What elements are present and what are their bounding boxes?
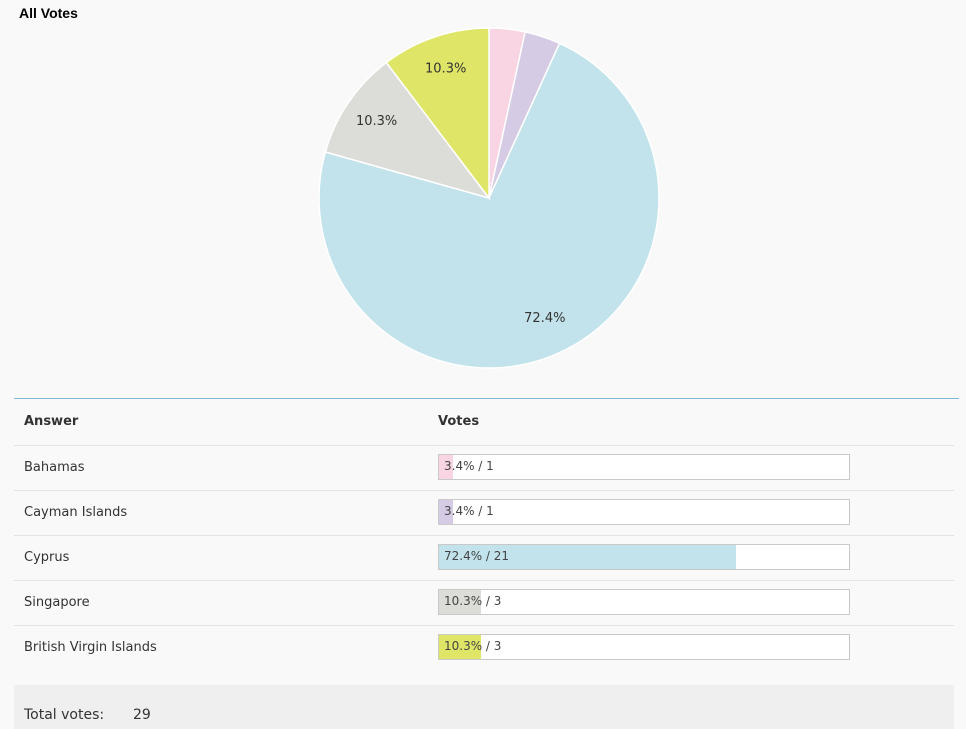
- pie-slice-cyprus: [318, 42, 660, 369]
- answer-label: Singapore: [24, 595, 90, 610]
- pie-slice-british-virgin-islands: [385, 27, 490, 201]
- results-table: Answer Votes Bahamas 3.4% / 1 Cayman Isl…: [14, 400, 954, 670]
- answer-column-header: Answer: [24, 414, 79, 429]
- vote-bar: 3.4% / 1: [438, 499, 850, 525]
- pie-slice-singapore: [324, 61, 491, 200]
- table-row: Cyprus 72.4% / 21: [14, 535, 954, 580]
- table-row: Singapore 10.3% / 3: [14, 580, 954, 625]
- vote-bar-fill: [439, 455, 453, 479]
- divider: [14, 398, 959, 399]
- vote-bar: 3.4% / 1: [438, 454, 850, 480]
- votes-column-header: Votes: [438, 414, 480, 429]
- vote-bar: 10.3% / 3: [438, 589, 850, 615]
- answer-label: Cyprus: [24, 550, 70, 565]
- table-header: Answer Votes: [14, 400, 954, 445]
- vote-bar-label: 72.4% / 21: [444, 549, 510, 563]
- answer-label: British Virgin Islands: [24, 640, 157, 655]
- answer-label: Bahamas: [24, 460, 85, 475]
- table-row: British Virgin Islands 10.3% / 3: [14, 625, 954, 670]
- vote-bar-fill: [439, 545, 736, 569]
- chart-title: All Votes: [19, 5, 78, 21]
- pie-slice-label: 72.4%: [524, 311, 565, 326]
- answer-label: Cayman Islands: [24, 505, 128, 520]
- table-row: Cayman Islands 3.4% / 1: [14, 490, 954, 535]
- pie-slice-label: 10.3%: [425, 62, 466, 77]
- vote-bar-label: 10.3% / 3: [444, 639, 502, 653]
- total-votes-value: 29: [133, 707, 151, 723]
- vote-bar-label: 10.3% / 3: [444, 594, 502, 608]
- table-row: Bahamas 3.4% / 1: [14, 445, 954, 490]
- vote-bar: 72.4% / 21: [438, 544, 850, 570]
- total-votes-label: Total votes:: [24, 707, 105, 723]
- vote-bar-fill: [439, 500, 453, 524]
- pie-slice-label: 10.3%: [356, 114, 397, 129]
- total-votes: Total votes: 29: [14, 685, 954, 729]
- vote-bar-label: 3.4% / 1: [444, 504, 494, 518]
- pie-chart: 72.4% 10.3% 10.3%: [318, 27, 660, 369]
- vote-bar-label: 3.4% / 1: [444, 459, 494, 473]
- vote-bar: 10.3% / 3: [438, 634, 850, 660]
- vote-bar-fill: [439, 590, 482, 614]
- vote-bar-fill: [439, 635, 482, 659]
